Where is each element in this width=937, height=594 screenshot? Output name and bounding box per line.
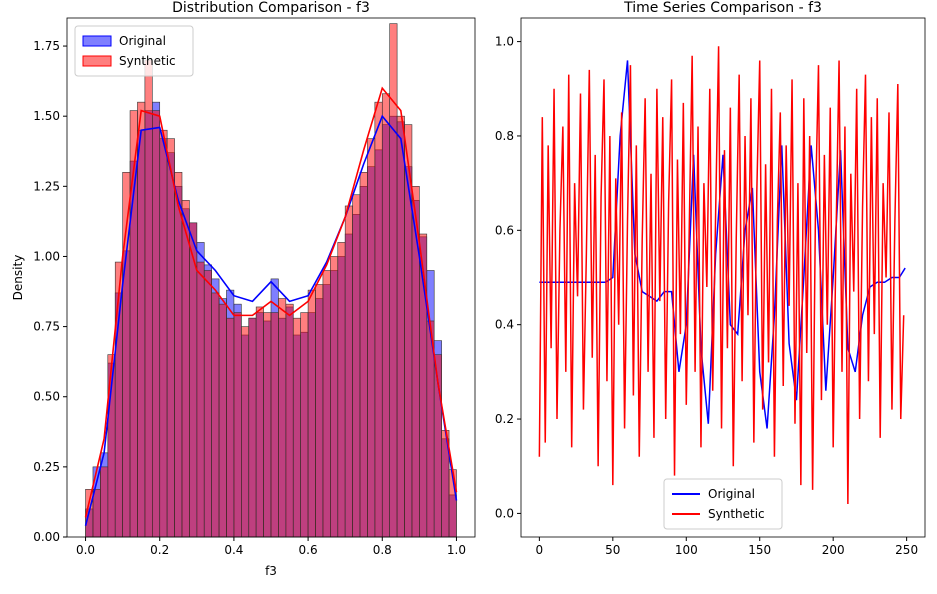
y-tick-label: 1.00 bbox=[33, 249, 60, 263]
y-tick-label: 0.4 bbox=[495, 318, 514, 332]
legend-label: Original bbox=[119, 34, 166, 48]
legend-label: Original bbox=[708, 487, 755, 501]
x-tick-label: 250 bbox=[895, 543, 918, 557]
histogram-bar bbox=[174, 171, 183, 538]
chart-title: Time Series Comparison - f3 bbox=[623, 0, 822, 16]
y-tick-label: 1.25 bbox=[33, 179, 60, 193]
legend-swatch bbox=[82, 35, 112, 47]
histogram-bar bbox=[152, 110, 161, 538]
plot-frame bbox=[66, 17, 476, 538]
histogram-bar bbox=[270, 312, 279, 538]
x-tick-label: 0.0 bbox=[76, 543, 95, 557]
y-tick-label: 1.75 bbox=[33, 39, 60, 53]
histogram-bar bbox=[352, 194, 361, 538]
histogram-bar bbox=[92, 489, 101, 538]
y-axis-label: Density bbox=[11, 255, 25, 301]
x-tick-label: 100 bbox=[675, 543, 698, 557]
histogram-bar bbox=[203, 270, 212, 538]
histogram-bar bbox=[367, 138, 376, 538]
histogram-bar bbox=[144, 59, 153, 538]
legend-label: Synthetic bbox=[119, 54, 176, 68]
histogram-bar bbox=[359, 171, 368, 538]
histogram-bar bbox=[181, 200, 190, 538]
histogram-bar bbox=[285, 303, 294, 538]
y-tick-label: 0.8 bbox=[495, 129, 514, 143]
x-tick-label: 0.4 bbox=[224, 543, 243, 557]
y-tick-label: 0.2 bbox=[495, 412, 514, 426]
y-tick-label: 0.75 bbox=[33, 320, 60, 334]
histogram-bar bbox=[189, 222, 198, 538]
x-tick-label: 0 bbox=[536, 543, 544, 557]
histogram-bar bbox=[307, 289, 316, 538]
series-line bbox=[538, 46, 905, 504]
histogram-bar bbox=[241, 326, 250, 538]
x-tick-label: 150 bbox=[748, 543, 771, 557]
y-tick-label: 0.6 bbox=[495, 223, 514, 237]
x-axis-label: f3 bbox=[265, 564, 277, 578]
histogram-bar bbox=[218, 303, 227, 538]
histogram-bar bbox=[114, 261, 123, 538]
y-tick-label: 0.00 bbox=[33, 530, 60, 544]
y-tick-label: 1.50 bbox=[33, 109, 60, 123]
histogram-bar bbox=[248, 317, 257, 538]
legend-box bbox=[663, 478, 783, 530]
x-tick-label: 0.6 bbox=[299, 543, 318, 557]
histogram-bar bbox=[381, 93, 390, 538]
plot-frame bbox=[520, 17, 926, 538]
y-tick-label: 0.0 bbox=[495, 506, 514, 520]
histogram-bar bbox=[233, 312, 242, 538]
x-tick-label: 0.8 bbox=[373, 543, 392, 557]
histogram-bar bbox=[292, 317, 301, 538]
histogram-bar bbox=[322, 270, 331, 538]
histogram-bar bbox=[330, 256, 339, 538]
histogram-bar bbox=[226, 317, 235, 538]
x-tick-label: 1.0 bbox=[447, 543, 466, 557]
histogram-bar bbox=[159, 129, 168, 538]
histogram-bar bbox=[166, 138, 175, 538]
histogram-bar bbox=[337, 242, 346, 538]
x-tick-label: 0.2 bbox=[150, 543, 169, 557]
histogram-bar bbox=[255, 306, 264, 538]
histogram-bar bbox=[196, 261, 205, 538]
histogram-bar bbox=[211, 292, 220, 538]
legend-swatch bbox=[82, 55, 112, 67]
kde-line bbox=[84, 86, 458, 518]
histogram-bar bbox=[396, 115, 405, 538]
legend: Original Synthetic bbox=[663, 478, 783, 530]
chart-title: Distribution Comparison - f3 bbox=[172, 0, 370, 16]
y-tick-label: 0.50 bbox=[33, 390, 60, 404]
histogram-bar bbox=[344, 205, 353, 538]
histogram-bar bbox=[137, 101, 146, 538]
histogram-bar bbox=[374, 101, 383, 538]
kde-line bbox=[84, 114, 458, 526]
x-tick-label: 200 bbox=[822, 543, 845, 557]
x-tick-label: 50 bbox=[605, 543, 620, 557]
histogram-bar bbox=[278, 298, 287, 538]
histogram-bar bbox=[315, 284, 324, 538]
histogram-bar bbox=[300, 312, 309, 538]
histogram-bar bbox=[100, 466, 109, 538]
y-tick-label: 1.0 bbox=[495, 35, 514, 49]
legend-label: Synthetic bbox=[708, 507, 765, 521]
histogram-bar bbox=[263, 312, 272, 538]
legend: Original Synthetic bbox=[74, 25, 194, 77]
y-tick-label: 0.25 bbox=[33, 460, 60, 474]
